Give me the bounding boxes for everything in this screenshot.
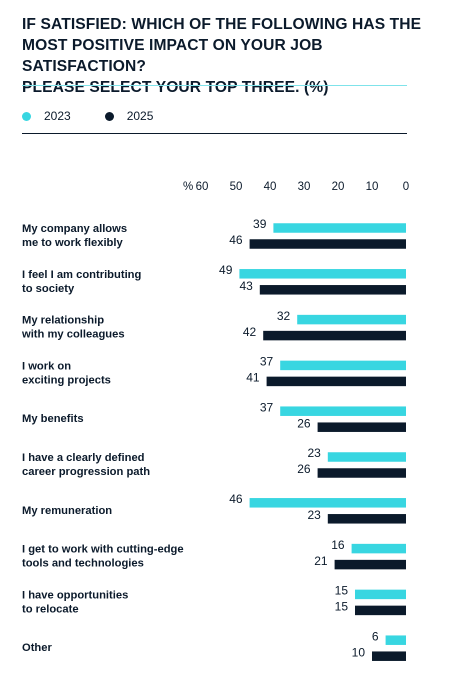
x-tick-label: 10 xyxy=(366,181,379,193)
data-label-2023: 16 xyxy=(331,538,345,552)
category-label: I feel I am contributing xyxy=(22,269,142,281)
axis-unit-label: % xyxy=(183,181,193,193)
legend-swatch-2025 xyxy=(104,111,114,121)
x-tick-label: 30 xyxy=(298,181,311,193)
category-label: to society xyxy=(22,283,75,295)
category-label: I have opportunities xyxy=(22,589,128,601)
data-label-2025: 41 xyxy=(246,371,260,385)
category-label: exciting projects xyxy=(22,374,111,386)
bar-2025 xyxy=(372,651,406,661)
bar-2023 xyxy=(280,360,406,371)
x-tick-label: 40 xyxy=(264,181,277,193)
x-tick-label: 50 xyxy=(230,181,243,193)
category-label: with my colleagues xyxy=(21,329,125,341)
bar-2025 xyxy=(327,514,406,524)
data-label-2023: 37 xyxy=(260,355,274,369)
bar-2025 xyxy=(263,330,406,341)
category-label: me to work flexibly xyxy=(22,237,123,249)
data-label-2023: 37 xyxy=(260,400,274,414)
x-tick-label: 0 xyxy=(403,181,409,193)
bar-2025 xyxy=(355,605,406,616)
data-label-2023: 49 xyxy=(219,263,233,277)
data-label-2023: 32 xyxy=(277,309,291,323)
bar-2023 xyxy=(385,635,406,645)
bar-2023 xyxy=(351,543,406,554)
category-label: I get to work with cutting-edge xyxy=(22,544,184,556)
bar-2025 xyxy=(249,239,406,249)
bar-2025 xyxy=(266,376,406,387)
x-tick-label: 60 xyxy=(196,181,209,193)
data-label-2025: 26 xyxy=(297,416,311,430)
bar-2023 xyxy=(249,498,406,508)
data-label-2023: 15 xyxy=(335,584,349,598)
category-label: My remuneration xyxy=(22,505,112,517)
legend: 2023 2025 xyxy=(22,108,187,124)
bar-2023 xyxy=(239,269,406,279)
data-label-2023: 6 xyxy=(372,629,379,643)
data-label-2025: 42 xyxy=(243,325,257,339)
data-label-2025: 26 xyxy=(297,462,311,476)
bar-2025 xyxy=(317,468,406,478)
title-divider xyxy=(22,85,407,86)
data-label-2023: 23 xyxy=(307,446,321,460)
bar-2023 xyxy=(280,406,406,416)
title-line-2: MOST POSITIVE IMPACT ON YOUR JOB SATISFA… xyxy=(22,37,323,75)
category-label: My relationship xyxy=(22,315,104,327)
data-label-2023: 39 xyxy=(253,217,267,231)
category-label: My company allows xyxy=(22,223,127,235)
legend-label-2023: 2023 xyxy=(44,109,71,123)
legend-label-2025: 2025 xyxy=(126,109,154,123)
category-label: My benefits xyxy=(22,413,84,425)
data-label-2025: 23 xyxy=(307,508,321,522)
x-tick-label: 20 xyxy=(332,181,345,193)
bar-2025 xyxy=(334,559,406,570)
title-line-1: IF SATISFIED: WHICH OF THE FOLLOWING HAS… xyxy=(22,16,422,33)
category-label: to relocate xyxy=(22,603,79,615)
legend-divider xyxy=(22,133,407,134)
legend-item-2023: 2023 xyxy=(22,109,71,123)
data-label-2025: 21 xyxy=(314,554,328,568)
bar-2023 xyxy=(355,589,406,600)
data-label-2025: 10 xyxy=(352,645,366,659)
category-label: I have a clearly defined xyxy=(22,452,145,464)
category-label: tools and technologies xyxy=(22,558,144,570)
bar-2023 xyxy=(297,314,406,325)
data-label-2025: 43 xyxy=(239,279,253,293)
bar-2023 xyxy=(327,452,406,462)
legend-swatch-2023 xyxy=(22,111,31,121)
bar-2025 xyxy=(317,422,406,432)
legend-item-2025: 2025 xyxy=(104,109,154,123)
chart-title: IF SATISFIED: WHICH OF THE FOLLOWING HAS… xyxy=(22,14,422,98)
bar-2025 xyxy=(259,285,406,295)
data-label-2023: 46 xyxy=(229,492,243,506)
data-label-2025: 15 xyxy=(335,600,349,614)
category-label: Other xyxy=(22,642,52,654)
data-label-2025: 46 xyxy=(229,233,243,247)
category-label: I work on xyxy=(22,360,71,372)
bar-2023 xyxy=(273,223,406,233)
category-label: career progression path xyxy=(22,466,150,478)
title-line-3: PLEASE SELECT YOUR TOP THREE. (%) xyxy=(22,79,329,96)
